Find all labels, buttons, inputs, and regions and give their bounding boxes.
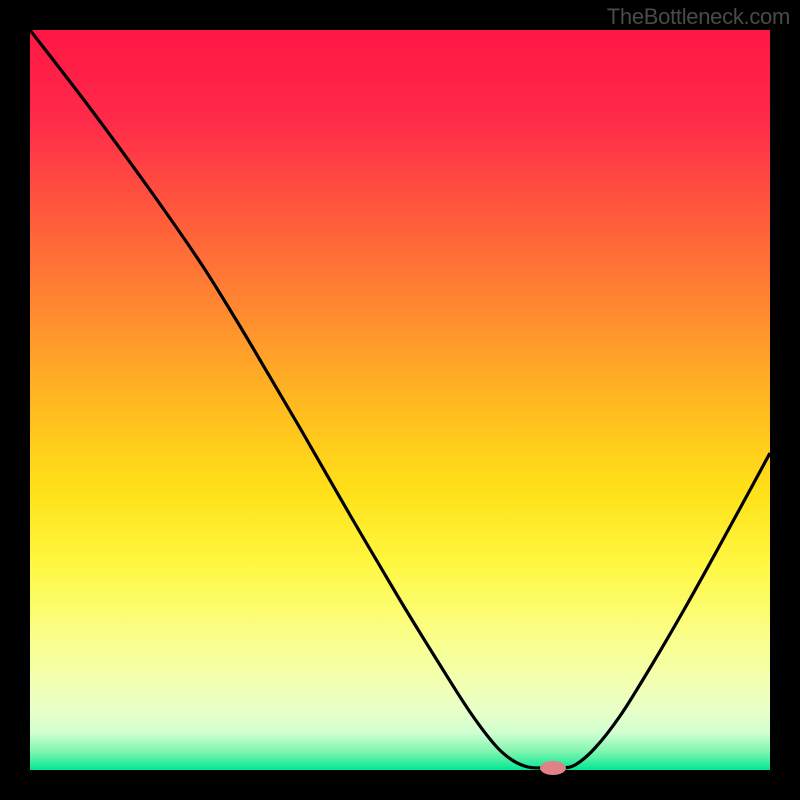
plot-area: [30, 30, 770, 770]
trough-marker: [540, 761, 566, 775]
bottleneck-chart: TheBottleneck.com: [0, 0, 800, 800]
chart-svg: [0, 0, 800, 800]
watermark-text: TheBottleneck.com: [607, 4, 790, 30]
